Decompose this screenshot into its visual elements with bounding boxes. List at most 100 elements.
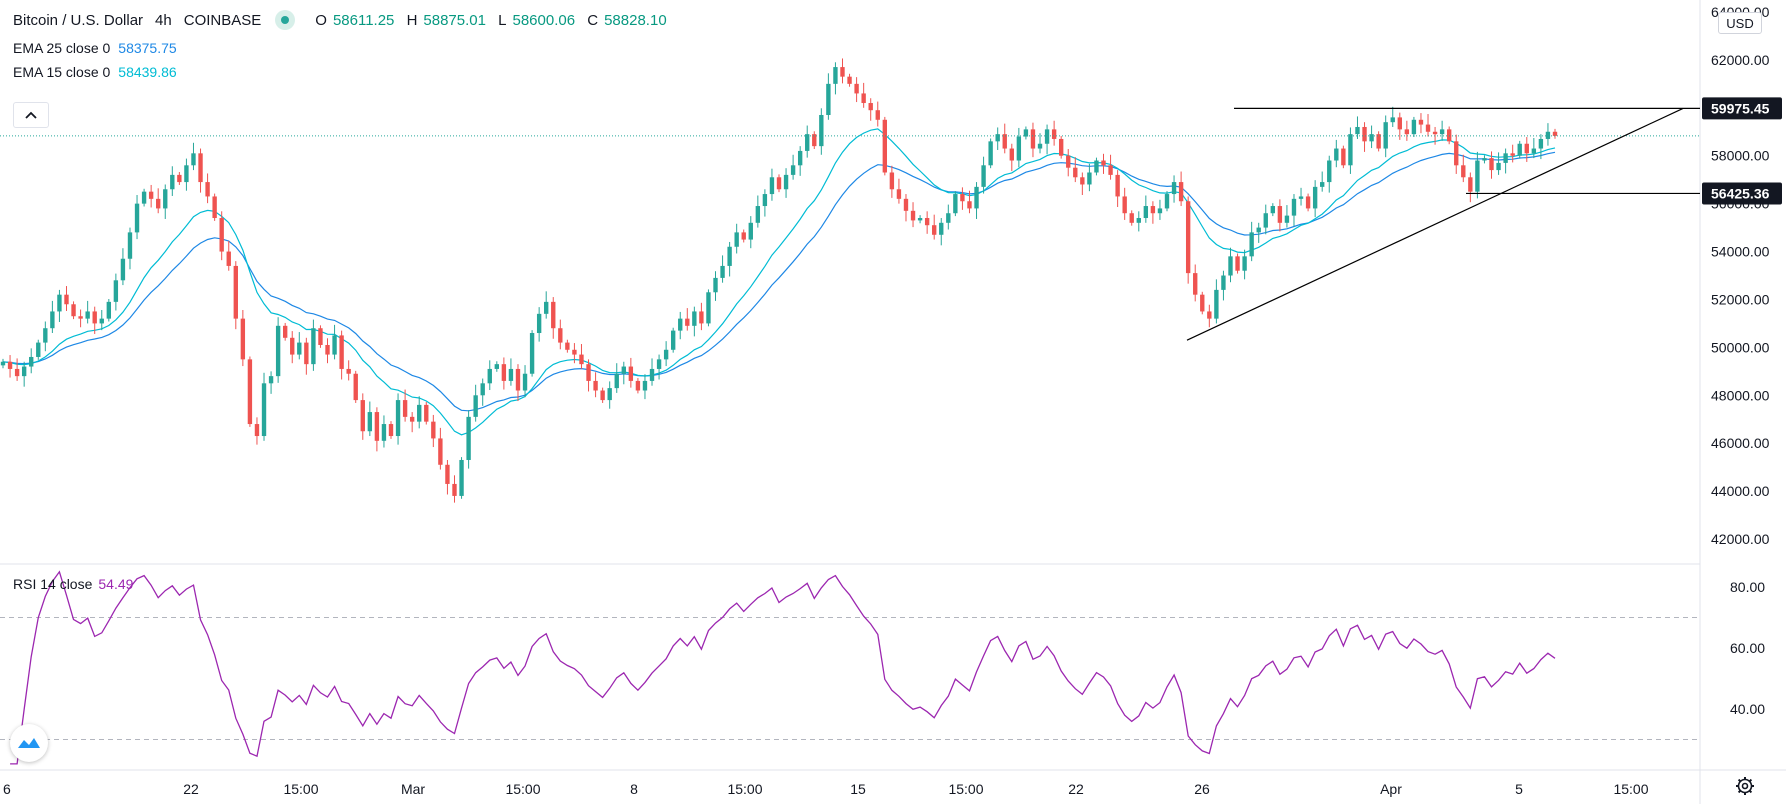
candle-body [1390,117,1395,123]
candles [0,58,1558,503]
candle-body [1115,174,1120,197]
time-tick-label: 15:00 [727,781,762,797]
price-level-badge [1702,97,1782,120]
candle-body [1404,129,1410,135]
candle-body [36,342,41,357]
candle-body [395,400,401,437]
interval[interactable]: 4h [155,11,172,29]
candle-body [431,421,436,439]
gear-icon[interactable] [1735,776,1755,796]
candle-body [1369,134,1374,142]
candle-body [642,380,648,391]
time-axis[interactable]: 6 22 15:00 Mar 15:00 8 15:00 15 15:00 22 26 Apr 5 15:… [3,781,1649,797]
cloud-icon [18,738,40,748]
candle-body [226,251,231,266]
candle-body [1185,201,1191,274]
candle-body [1284,215,1290,223]
candle-body [1362,126,1367,142]
candle-body [113,280,119,302]
candle-body [812,134,817,147]
candle-body [529,333,535,374]
symbol-title[interactable]: Bitcoin / U.S. Dollar [13,11,144,29]
candle-body [903,198,909,211]
candle-body [346,368,351,374]
candle-body [508,368,514,381]
candle-body [0,361,6,366]
candle-body [1439,129,1445,135]
candle-body [819,114,824,147]
candle-body [7,361,13,369]
candle-body [64,294,69,305]
price-tick-label: 46000.00 [1711,435,1770,451]
candle-body [163,189,168,209]
candle-body [1355,126,1360,135]
candle-body [1200,294,1205,312]
candle-body [692,311,697,326]
ema-25-legend[interactable]: EMA 25 close 0 58375.75 [13,40,177,56]
candle-body [713,277,718,293]
candle-body [1002,134,1007,149]
candle-body [1496,162,1501,171]
candle-body [748,222,753,240]
candle-body [1136,218,1141,223]
candle-body [1256,227,1261,233]
candle-body [1080,177,1085,185]
candle-body [988,141,993,166]
candle-body [1277,206,1283,223]
candle-body [572,349,577,355]
price-level-label: 56425.36 [1711,185,1770,201]
candle-body [551,301,556,329]
candle-body [141,191,147,204]
candle-body [43,328,48,343]
candle-body [663,349,669,360]
candle-body [1510,153,1515,156]
candle-body [85,311,90,319]
candle-body [776,177,782,190]
rsi-tick-label: 80.00 [1730,579,1765,595]
candle-body [1157,208,1163,214]
ema-15-legend[interactable]: EMA 15 close 0 58439.86 [13,64,177,80]
candle-body [1030,129,1036,149]
market-status-icon [275,10,296,30]
candle-body [1051,129,1057,139]
candle-body [1193,273,1198,295]
price-tick-label: 42000.00 [1711,531,1770,547]
time-tick-label: 15:00 [505,781,540,797]
rsi-legend[interactable]: RSI 14 close 54.49 [13,576,134,592]
candle-body [290,337,295,355]
candle-body [254,424,260,437]
candle-body [1531,148,1537,154]
chevron-up-icon [25,111,37,119]
candle-body [1489,158,1494,171]
candle-body [1214,289,1219,319]
candle-body [1446,129,1452,142]
price-axis[interactable]: 64000.0062000.0060000.0058000.0056000.00… [1702,4,1782,547]
candle-body [1066,155,1071,168]
tradingview-logo[interactable] [10,724,48,762]
candle-body [628,366,634,381]
collapse-legend-button[interactable] [13,102,49,128]
price-tick-label: 48000.00 [1711,387,1770,403]
candle-body [247,359,253,425]
candle-body [501,364,507,381]
candle-body [995,134,1000,142]
candle-body [1524,143,1529,154]
ema-15-line [2,128,1556,436]
candle-body [1122,196,1127,214]
candle-body [1397,117,1402,130]
candle-body [685,318,690,326]
candle-body [452,483,457,496]
candle-body [981,165,986,187]
candle-body [198,153,203,183]
candle-body [790,165,796,175]
candle-body [1334,148,1339,161]
candle-body [1341,148,1346,166]
time-tick-label: Apr [1380,781,1402,797]
candle-body [156,198,161,209]
candle-body [438,438,443,465]
currency-badge[interactable]: USD [1718,12,1762,34]
exchange: COINBASE [183,11,262,29]
time-tick-label: 15:00 [283,781,318,797]
price-tick-label: 58000.00 [1711,148,1770,164]
